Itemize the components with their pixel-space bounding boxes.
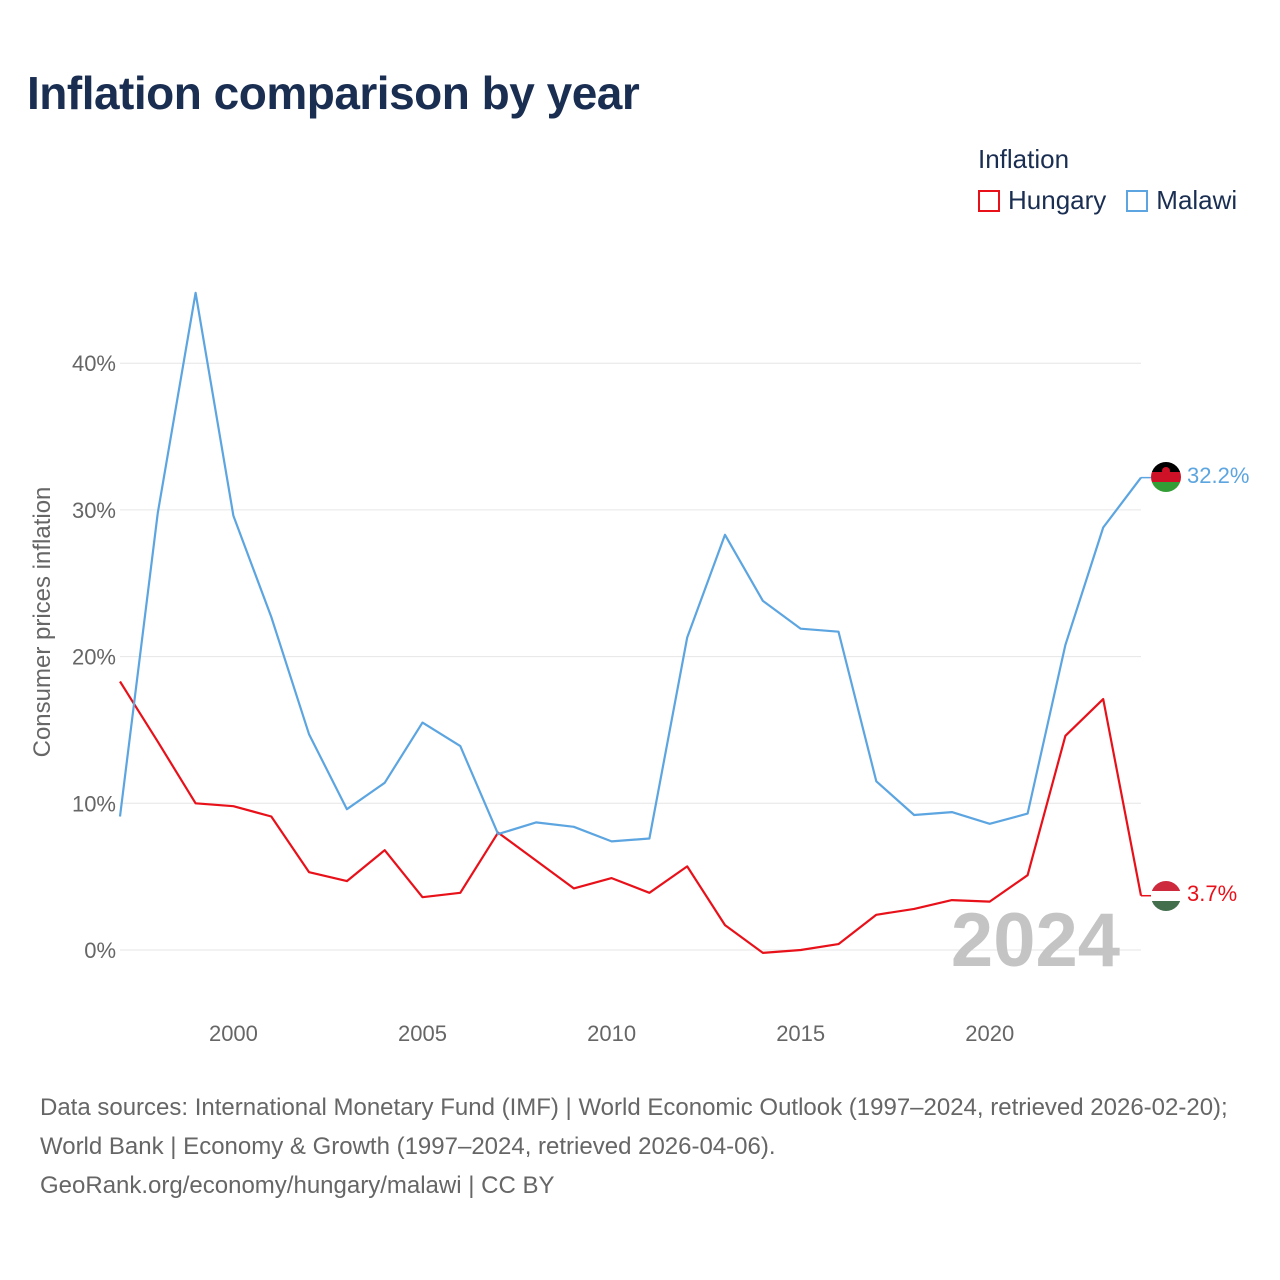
gridlines — [120, 362, 1141, 951]
data-sources-note: Data sources: International Monetary Fun… — [40, 1094, 1228, 1160]
footer: Data sources: International Monetary Fun… — [40, 1088, 1250, 1205]
y-axis-ticks: 0% 10% 20% 30% 40% — [72, 351, 116, 963]
legend-label-malawi: Malawi — [1156, 185, 1238, 215]
series-lines — [118, 291, 1151, 955]
x-tick-label: 2000 — [209, 1021, 258, 1046]
malawi-flag-icon — [1151, 462, 1181, 492]
x-tick-label: 2005 — [398, 1021, 447, 1046]
y-axis-title: Consumer prices inflation — [29, 487, 56, 758]
legend: Inflation Hungary Malawi — [978, 144, 1237, 216]
credit-link[interactable]: GeoRank.org/economy/hungary/malawi | CC … — [40, 1172, 555, 1199]
y-tick-label: 40% — [72, 351, 116, 376]
x-axis-ticks: 2000 2005 2010 2015 2020 — [209, 1021, 1014, 1046]
legend-label-hungary: Hungary — [1008, 185, 1107, 215]
y-tick-label: 20% — [72, 645, 116, 670]
y-tick-label: 10% — [72, 791, 116, 816]
end-label-malawi: 32.2% — [1187, 463, 1249, 488]
series-line-hungary[interactable] — [119, 680, 1143, 955]
y-tick-label: 30% — [72, 498, 116, 523]
hungary-flag-icon — [1151, 881, 1181, 911]
x-tick-label: 2010 — [587, 1021, 636, 1046]
legend-swatch-hungary — [978, 189, 1000, 212]
x-tick-label: 2020 — [965, 1021, 1014, 1046]
series-line-malawi[interactable] — [118, 291, 1142, 843]
end-label-hungary: 3.7% — [1187, 881, 1237, 906]
legend-title: Inflation — [978, 144, 1070, 174]
chart-title: Inflation comparison by year — [27, 67, 640, 119]
legend-swatch-malawi — [1126, 189, 1149, 212]
y-tick-label: 0% — [84, 938, 116, 963]
x-tick-label: 2015 — [776, 1021, 825, 1046]
legend-item-hungary[interactable]: Hungary — [978, 185, 1106, 216]
legend-item-malawi[interactable]: Malawi — [1126, 185, 1237, 216]
year-watermark: 2024 — [951, 898, 1120, 983]
